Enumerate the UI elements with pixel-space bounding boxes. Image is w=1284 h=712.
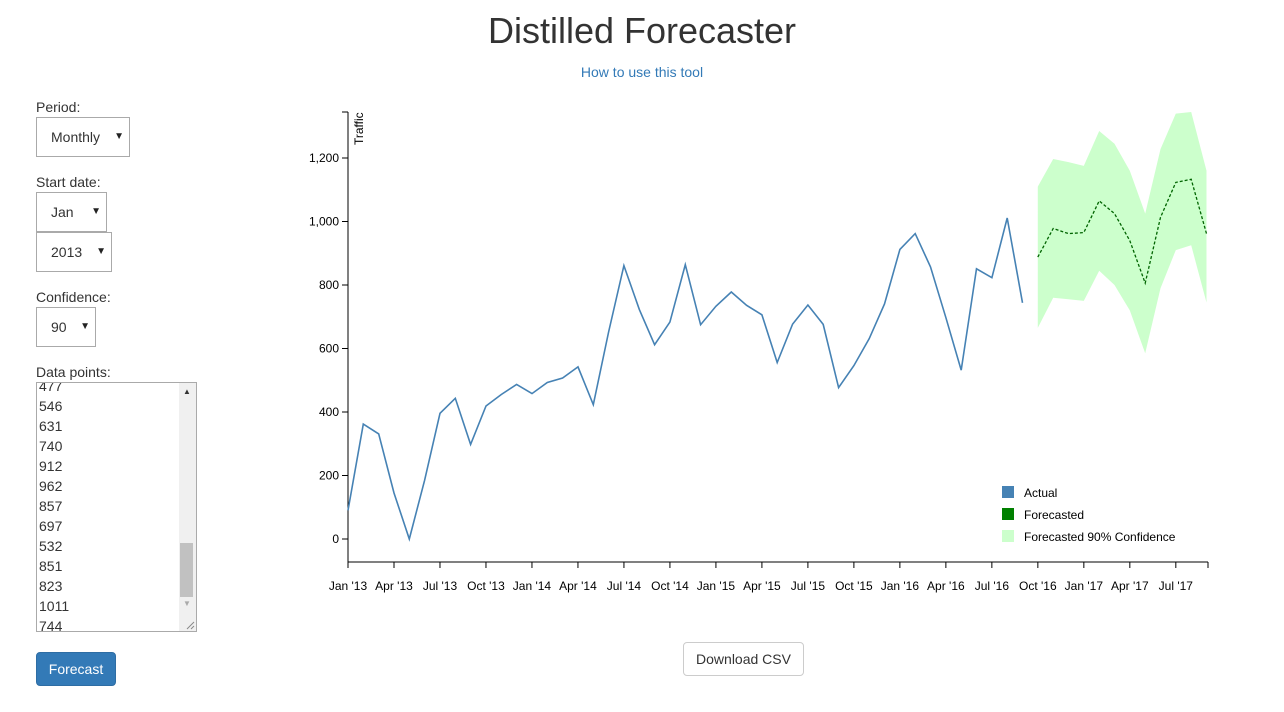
download-csv-button[interactable]: Download CSV	[683, 642, 804, 676]
x-tick-label: Jul '16	[975, 579, 1010, 593]
chevron-down-icon: ▼	[114, 131, 124, 142]
x-tick-label: Jul '13	[423, 579, 458, 593]
x-tick-label: Apr '13	[375, 579, 413, 593]
x-tick-label: Oct '14	[651, 579, 689, 593]
legend-label: Forecasted 90% Confidence	[1024, 530, 1176, 544]
datapoint: 1011	[39, 598, 70, 614]
datapoints-label: Data points:	[36, 364, 111, 380]
legend-label: Forecasted	[1024, 508, 1084, 522]
x-tick-label: Jan '15	[697, 579, 736, 593]
y-tick-label: 600	[319, 342, 339, 356]
x-tick-label: Jan '16	[881, 579, 920, 593]
confidence-select-value: 90	[51, 319, 67, 335]
datapoint: 744	[39, 618, 63, 632]
scrollbar-thumb[interactable]	[180, 543, 193, 597]
x-tick-label: Oct '15	[835, 579, 873, 593]
datapoint-partial: 477	[39, 382, 63, 394]
forecast-button[interactable]: Forecast	[36, 652, 116, 686]
x-tick-label: Oct '13	[467, 579, 505, 593]
datapoint: 532	[39, 538, 63, 554]
x-tick-label: Apr '16	[927, 579, 965, 593]
legend-swatch	[1002, 508, 1014, 520]
legend-label: Actual	[1024, 486, 1057, 500]
chevron-down-icon: ▼	[96, 246, 106, 257]
start-year-select[interactable]: 2013 ▼	[36, 232, 112, 272]
confidence-band	[1037, 112, 1207, 354]
y-tick-label: 0	[332, 532, 339, 546]
x-tick-label: Jul '15	[791, 579, 826, 593]
scroll-down-icon[interactable]: ▼	[183, 599, 191, 608]
x-tick-label: Jul '17	[1159, 579, 1194, 593]
period-select-value: Monthly	[51, 129, 101, 145]
start-date-label: Start date:	[36, 174, 101, 190]
x-tick-label: Jan '13	[329, 579, 368, 593]
start-month-value: Jan	[51, 204, 74, 220]
datapoint: 631	[39, 418, 63, 434]
datapoint: 740	[39, 438, 63, 454]
datapoint: 697	[39, 518, 63, 534]
scroll-up-icon[interactable]: ▲	[183, 387, 191, 396]
datapoint: 546	[39, 398, 63, 414]
help-link[interactable]: How to use this tool	[580, 64, 704, 80]
y-tick-label: 1,000	[309, 215, 339, 229]
actual-series-line	[347, 217, 1024, 542]
y-tick-label: 200	[319, 469, 339, 483]
datapoints-list: 477 546 631 740 912 962 857 697 532 851 823 1011 744	[39, 382, 70, 632]
x-tick-label: Oct '16	[1019, 579, 1057, 593]
datapoint: 857	[39, 498, 63, 514]
legend-swatch	[1002, 530, 1014, 542]
scrollbar[interactable]: ▲ ▼	[179, 383, 196, 631]
y-tick-label: 400	[319, 405, 339, 419]
y-axis-label: Traffic	[352, 112, 366, 145]
x-tick-label: Jan '14	[513, 579, 552, 593]
legend-swatch	[1002, 486, 1014, 498]
resize-grip-icon[interactable]	[185, 620, 195, 630]
page-title: Distilled Forecaster	[487, 10, 797, 51]
forecast-series-line	[1037, 178, 1208, 286]
x-tick-label: Apr '14	[559, 579, 597, 593]
datapoint: 823	[39, 578, 63, 594]
start-year-value: 2013	[51, 244, 83, 260]
x-tick-label: Apr '17	[1111, 579, 1149, 593]
y-tick-label: 800	[319, 278, 339, 292]
datapoint: 912	[39, 458, 63, 474]
x-tick-label: Jul '14	[607, 579, 642, 593]
confidence-select[interactable]: 90 ▼	[36, 307, 96, 347]
start-month-select[interactable]: Jan ▼	[36, 192, 107, 232]
period-label: Period:	[36, 99, 81, 115]
datapoints-textarea[interactable]: 477 546 631 740 912 962 857 697 532 851 823 1011 744…	[36, 382, 197, 632]
chevron-down-icon: ▼	[91, 206, 101, 217]
datapoint: 962	[39, 478, 63, 494]
y-tick-label: 1,200	[309, 151, 339, 165]
x-tick-label: Jan '17	[1065, 579, 1104, 593]
confidence-label: Confidence:	[36, 289, 111, 305]
chevron-down-icon: ▼	[80, 321, 90, 332]
period-select[interactable]: Monthly ▼	[36, 117, 130, 157]
x-tick-label: Apr '15	[743, 579, 781, 593]
datapoint: 851	[39, 558, 63, 574]
